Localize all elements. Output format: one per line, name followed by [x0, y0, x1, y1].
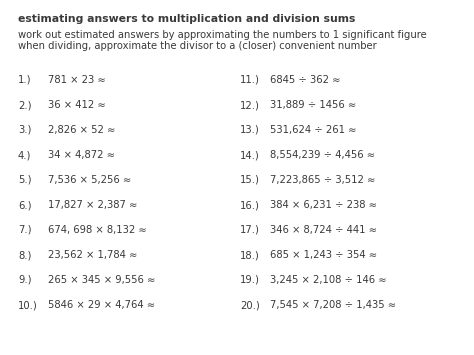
Text: estimating answers to multiplication and division sums: estimating answers to multiplication and… — [18, 14, 356, 24]
Text: 19.): 19.) — [240, 275, 260, 285]
Text: when dividing, approximate the divisor to a (closer) convenient number: when dividing, approximate the divisor t… — [18, 41, 377, 51]
Text: 2.): 2.) — [18, 100, 31, 110]
Text: 7,545 × 7,208 ÷ 1,435 ≈: 7,545 × 7,208 ÷ 1,435 ≈ — [270, 300, 396, 310]
Text: 8,554,239 ÷ 4,456 ≈: 8,554,239 ÷ 4,456 ≈ — [270, 150, 375, 160]
Text: 6.): 6.) — [18, 200, 31, 210]
Text: 7.): 7.) — [18, 225, 31, 235]
Text: 346 × 8,724 ÷ 441 ≈: 346 × 8,724 ÷ 441 ≈ — [270, 225, 377, 235]
Text: 15.): 15.) — [240, 175, 260, 185]
Text: 3.): 3.) — [18, 125, 31, 135]
Text: 18.): 18.) — [240, 250, 260, 260]
Text: 31,889 ÷ 1456 ≈: 31,889 ÷ 1456 ≈ — [270, 100, 356, 110]
Text: 265 × 345 × 9,556 ≈: 265 × 345 × 9,556 ≈ — [48, 275, 155, 285]
Text: 14.): 14.) — [240, 150, 260, 160]
Text: 384 × 6,231 ÷ 238 ≈: 384 × 6,231 ÷ 238 ≈ — [270, 200, 377, 210]
Text: 10.): 10.) — [18, 300, 38, 310]
Text: 6845 ÷ 362 ≈: 6845 ÷ 362 ≈ — [270, 75, 340, 85]
Text: 4.): 4.) — [18, 150, 31, 160]
Text: 12.): 12.) — [240, 100, 260, 110]
Text: 17,827 × 2,387 ≈: 17,827 × 2,387 ≈ — [48, 200, 137, 210]
Text: 674, 698 × 8,132 ≈: 674, 698 × 8,132 ≈ — [48, 225, 147, 235]
Text: 3,245 × 2,108 ÷ 146 ≈: 3,245 × 2,108 ÷ 146 ≈ — [270, 275, 387, 285]
Text: 7,536 × 5,256 ≈: 7,536 × 5,256 ≈ — [48, 175, 131, 185]
Text: 8.): 8.) — [18, 250, 31, 260]
Text: 5846 × 29 × 4,764 ≈: 5846 × 29 × 4,764 ≈ — [48, 300, 155, 310]
Text: 17.): 17.) — [240, 225, 260, 235]
Text: 9.): 9.) — [18, 275, 31, 285]
Text: 781 × 23 ≈: 781 × 23 ≈ — [48, 75, 106, 85]
Text: 7,223,865 ÷ 3,512 ≈: 7,223,865 ÷ 3,512 ≈ — [270, 175, 375, 185]
Text: 1.): 1.) — [18, 75, 31, 85]
Text: 685 × 1,243 ÷ 354 ≈: 685 × 1,243 ÷ 354 ≈ — [270, 250, 377, 260]
Text: 5.): 5.) — [18, 175, 31, 185]
Text: 36 × 412 ≈: 36 × 412 ≈ — [48, 100, 106, 110]
Text: work out estimated answers by approximating the numbers to 1 significant figure: work out estimated answers by approximat… — [18, 30, 427, 40]
Text: 20.): 20.) — [240, 300, 260, 310]
Text: 16.): 16.) — [240, 200, 260, 210]
Text: 2,826 × 52 ≈: 2,826 × 52 ≈ — [48, 125, 115, 135]
Text: 23,562 × 1,784 ≈: 23,562 × 1,784 ≈ — [48, 250, 137, 260]
Text: 531,624 ÷ 261 ≈: 531,624 ÷ 261 ≈ — [270, 125, 356, 135]
Text: 11.): 11.) — [240, 75, 260, 85]
Text: 34 × 4,872 ≈: 34 × 4,872 ≈ — [48, 150, 115, 160]
Text: 13.): 13.) — [240, 125, 260, 135]
